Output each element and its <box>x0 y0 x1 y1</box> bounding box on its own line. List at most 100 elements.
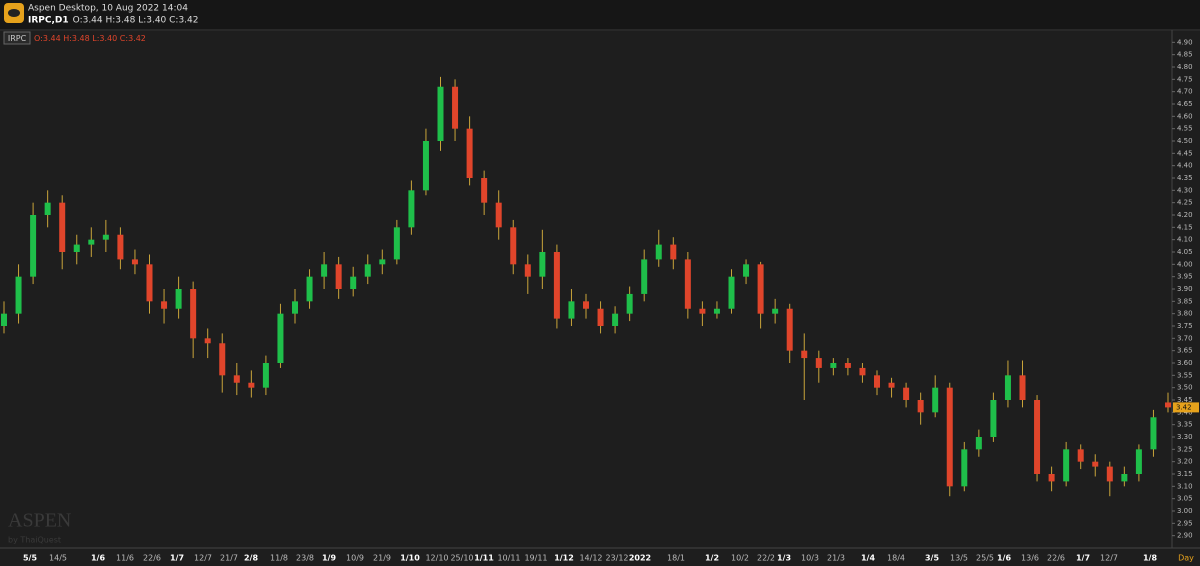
y-tick-label: 3.50 <box>1177 384 1193 392</box>
legend-box[interactable] <box>3 31 31 45</box>
candle-body <box>233 375 240 383</box>
candle-body <box>379 259 386 265</box>
y-tick-label: 3.15 <box>1177 470 1193 478</box>
y-tick-label: 4.85 <box>1177 51 1193 59</box>
candle-body <box>1092 461 1099 467</box>
candle-body <box>917 400 924 413</box>
y-tick-label: 3.65 <box>1177 347 1193 355</box>
candle-body <box>219 343 226 376</box>
symbol-line: IRPC,D1 <box>28 16 69 26</box>
candle-body <box>728 276 735 309</box>
candle-body <box>321 264 328 277</box>
candle-body <box>466 128 473 178</box>
watermark: ASPEN <box>8 510 71 532</box>
candle-body <box>713 308 720 314</box>
candle-body <box>772 308 779 314</box>
x-tick-label: 18/4 <box>887 554 905 563</box>
candle-body <box>306 276 313 302</box>
y-tick-label: 3.00 <box>1177 507 1193 515</box>
candle-body <box>364 264 371 277</box>
x-tick-label: 1/7 <box>1076 554 1090 563</box>
candle-body <box>1034 400 1041 474</box>
x-tick-label: 11/8 <box>270 554 288 563</box>
candle-body <box>292 301 298 314</box>
candle-body <box>699 308 706 314</box>
y-tick-label: 3.10 <box>1177 482 1193 490</box>
x-tick-label: 1/6 <box>997 554 1011 563</box>
candle-body <box>1 313 7 326</box>
x-tick-label: 10/11 <box>497 554 520 563</box>
y-tick-label: 4.30 <box>1177 186 1193 194</box>
candle-body <box>262 363 269 388</box>
candle-body <box>1004 375 1011 400</box>
y-tick-label: 3.80 <box>1177 310 1193 318</box>
candle-body <box>612 313 619 326</box>
x-tick-label: 25/10 <box>450 554 473 563</box>
x-tick-label: 22/6 <box>143 554 161 563</box>
y-tick-label: 2.95 <box>1177 519 1193 527</box>
candle-body <box>670 244 677 260</box>
candle-body <box>59 202 66 252</box>
y-tick-label: 2.90 <box>1177 532 1193 540</box>
candle-body <box>1063 449 1070 482</box>
candle-body <box>102 234 109 240</box>
candle-body <box>117 234 124 260</box>
candle-body <box>1121 474 1128 482</box>
candle-body <box>1077 449 1084 462</box>
x-tick-label: 21/9 <box>373 554 391 563</box>
y-tick-label: 3.25 <box>1177 445 1193 453</box>
y-tick-label: 3.45 <box>1177 396 1193 404</box>
app-icon-eye <box>8 9 20 17</box>
candle-body <box>757 264 764 314</box>
x-tick-label: 1/6 <box>91 554 105 563</box>
y-tick-label: 3.55 <box>1177 371 1193 379</box>
x-tick-label: 2022 <box>629 554 651 563</box>
x-tick-label: 19/11 <box>524 554 547 563</box>
candle-body <box>131 259 138 265</box>
candle-body <box>422 141 429 191</box>
y-tick-label: 4.25 <box>1177 199 1193 207</box>
x-tick-label: 11/6 <box>116 554 134 563</box>
x-tick-label: 5/5 <box>23 554 37 563</box>
x-tick-label: 2/8 <box>244 554 258 563</box>
candle-body <box>539 252 546 277</box>
x-tick-label: 21/3 <box>827 554 845 563</box>
candle-body <box>874 375 880 388</box>
candle-body <box>932 387 939 413</box>
candle-body <box>437 86 444 141</box>
candle-body <box>190 289 197 339</box>
candle-body <box>655 244 662 260</box>
x-tick-label: 1/4 <box>861 554 875 563</box>
candle-body <box>481 178 488 203</box>
candle-body <box>801 350 808 359</box>
candle-body <box>1165 402 1171 408</box>
y-tick-label: 3.95 <box>1177 273 1193 281</box>
candle-body <box>626 293 633 314</box>
candle-body <box>524 264 531 277</box>
candle-body <box>990 400 997 437</box>
header-bar <box>0 0 1200 29</box>
x-tick-label: 23/12 <box>605 554 628 563</box>
x-tick-label: 22/2 <box>757 554 775 563</box>
x-tick-label: 10/9 <box>346 554 364 563</box>
y-tick-label: 3.70 <box>1177 334 1193 342</box>
candle-body <box>495 202 502 228</box>
candle-body <box>583 301 589 309</box>
x-tick-label: 21/7 <box>220 554 238 563</box>
candle-body <box>175 289 182 309</box>
legend-ohlc: O:3.44 H:3.48 L:3.40 C:3.42 <box>34 34 146 43</box>
y-tick-label: 4.40 <box>1177 162 1193 170</box>
candle-body <box>30 215 37 277</box>
candle-body <box>553 252 560 319</box>
x-tick-label: 1/8 <box>1143 554 1157 563</box>
y-tick-label: 4.15 <box>1177 223 1193 231</box>
x-tick-label: 1/12 <box>554 554 574 563</box>
candle-body <box>844 363 851 368</box>
last-price-label: 3.42 <box>1176 403 1192 411</box>
x-tick-label: 22/6 <box>1047 554 1065 563</box>
y-tick-label: 4.90 <box>1177 38 1193 46</box>
candle-body <box>452 86 459 129</box>
candle-body <box>277 313 284 363</box>
ohlc-header: O:3.44 H:3.48 L:3.40 C:3.42 <box>73 16 199 26</box>
y-tick-label: 4.45 <box>1177 149 1193 157</box>
